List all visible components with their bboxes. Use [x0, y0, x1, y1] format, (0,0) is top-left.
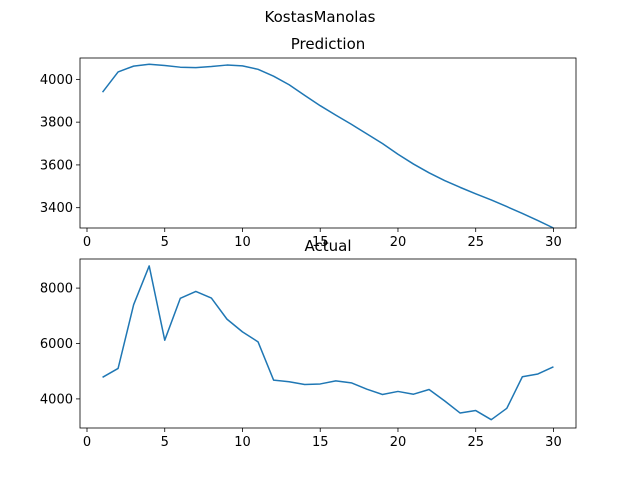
actual-x-tick-label: 15	[312, 435, 329, 450]
actual-y-tick-label: 4000	[40, 392, 73, 407]
prediction-y-tick-label: 3400	[40, 201, 73, 216]
prediction-panel: Prediction 0 5 10 15 20 25 30 3400 3600 3800 4000	[40, 35, 577, 250]
prediction-y-tick-label: 4000	[40, 73, 73, 88]
actual-series-line	[102, 265, 554, 421]
actual-y-tick-label: 8000	[40, 282, 73, 297]
actual-y-tick-label: 6000	[40, 337, 73, 352]
prediction-series-line	[101, 63, 554, 229]
prediction-plot-area: 0 5 10 15 20 25 30 3400 3600 3800 4000	[40, 57, 577, 250]
prediction-y-tick-label: 3600	[40, 158, 73, 173]
prediction-title: Prediction	[291, 35, 366, 53]
figure-suptitle: KostasManolas	[265, 8, 376, 26]
prediction-x-tick-label: 25	[467, 235, 484, 250]
prediction-x-tick-label: 20	[390, 235, 407, 250]
actual-x-tick-label: 10	[234, 435, 251, 450]
actual-plot-area: 0 5 10 15 20 25 30 4000 6000 8000	[40, 258, 577, 450]
prediction-x-tick-label: 15	[312, 235, 329, 250]
prediction-x-tick-label: 0	[83, 235, 91, 250]
actual-panel: 0 5 10 15 20 25 30 4000 6000 8000 Actual	[40, 237, 577, 450]
prediction-x-tick-label: 30	[545, 235, 562, 250]
actual-title: Actual	[305, 237, 352, 255]
actual-x-tick-label: 25	[467, 435, 484, 450]
actual-x-tick-label: 5	[161, 435, 169, 450]
prediction-y-tick-label: 3800	[40, 116, 73, 131]
prediction-x-tick-label: 10	[234, 235, 251, 250]
prediction-x-tick-label: 5	[161, 235, 169, 250]
actual-x-tick-label: 0	[83, 435, 91, 450]
prediction-axes-frame	[79, 57, 577, 229]
actual-x-tick-label: 20	[390, 435, 407, 450]
actual-x-tick-label: 30	[545, 435, 562, 450]
